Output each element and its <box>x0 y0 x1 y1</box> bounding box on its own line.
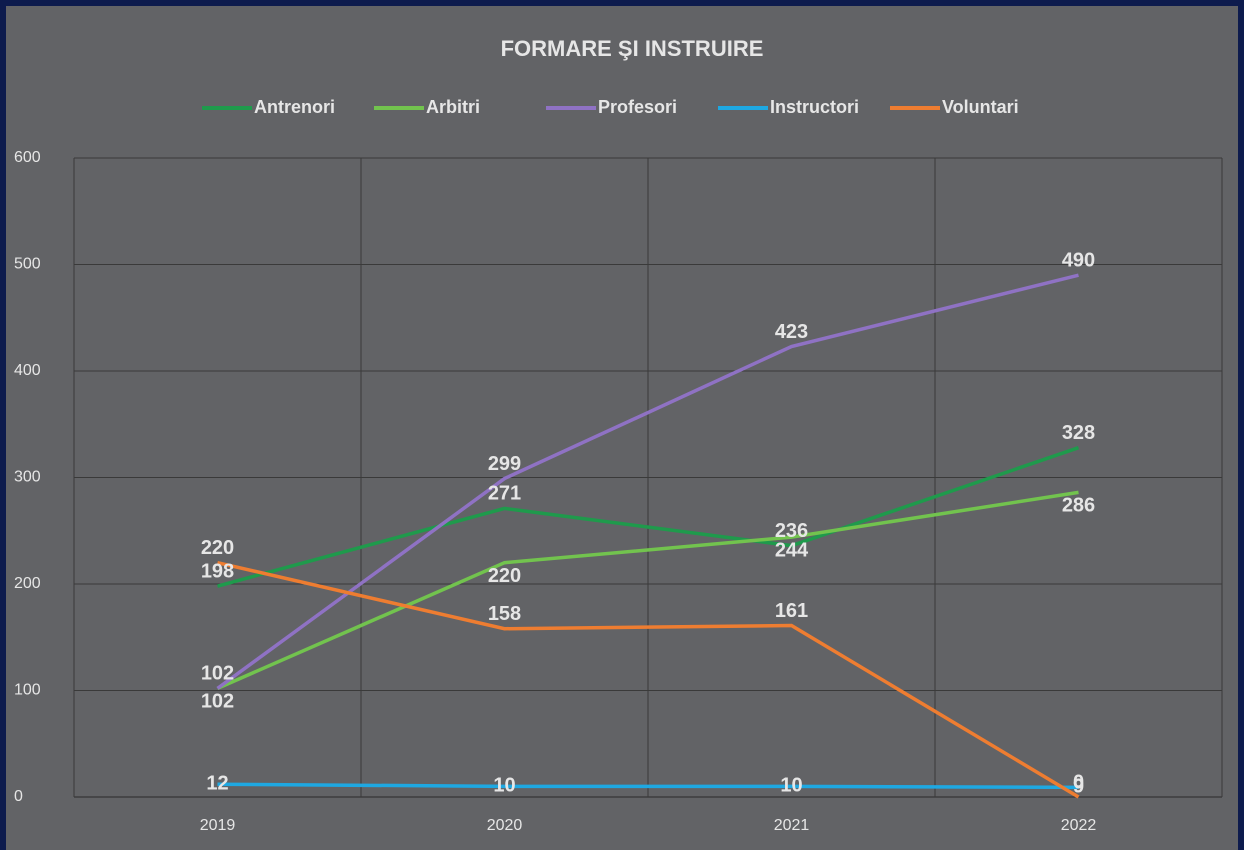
data-label: 10 <box>493 775 515 797</box>
data-label: 271 <box>488 483 521 505</box>
data-label: 236 <box>775 520 808 542</box>
data-label: 220 <box>201 537 234 559</box>
data-label: 12 <box>206 773 228 795</box>
series-line <box>216 490 1079 690</box>
data-label: 0 <box>1073 771 1084 793</box>
legend-label: Antrenori <box>254 97 335 117</box>
legend-label: Arbitri <box>426 97 480 117</box>
series-line <box>217 560 1080 799</box>
legend-label: Voluntari <box>942 97 1019 117</box>
data-label: 220 <box>488 565 521 587</box>
data-label: 423 <box>775 321 808 343</box>
y-tick-label: 200 <box>14 575 41 592</box>
data-label: 9 <box>1073 776 1084 798</box>
y-tick-label: 100 <box>14 682 41 699</box>
x-tick-label: 2021 <box>774 817 810 834</box>
chart-background <box>6 6 1238 850</box>
y-tick-label: 400 <box>14 362 41 379</box>
chart-title: FORMARE ŞI INSTRUIRE <box>501 36 764 61</box>
data-label: 10 <box>780 775 802 797</box>
y-tick-label: 0 <box>14 788 23 805</box>
series-line <box>217 446 1080 588</box>
x-tick-label: 2022 <box>1061 817 1097 834</box>
data-label: 102 <box>201 691 234 713</box>
data-label: 328 <box>1062 422 1095 444</box>
y-tick-label: 600 <box>14 149 41 166</box>
data-label: 244 <box>775 539 809 561</box>
data-label: 299 <box>488 453 521 475</box>
legend-label: Profesori <box>598 97 677 117</box>
series-line <box>217 782 1079 790</box>
data-label: 161 <box>775 600 808 622</box>
y-tick-label: 500 <box>14 256 41 273</box>
series-line <box>216 273 1079 690</box>
data-label: 158 <box>488 603 521 625</box>
x-tick-label: 2020 <box>487 817 523 834</box>
legend-label: Instructori <box>770 97 859 117</box>
y-tick-label: 300 <box>14 469 41 486</box>
data-label: 102 <box>201 663 234 685</box>
data-label: 286 <box>1062 495 1095 517</box>
data-label: 490 <box>1062 249 1095 271</box>
data-label: 198 <box>201 560 234 582</box>
x-tick-label: 2019 <box>200 817 236 834</box>
